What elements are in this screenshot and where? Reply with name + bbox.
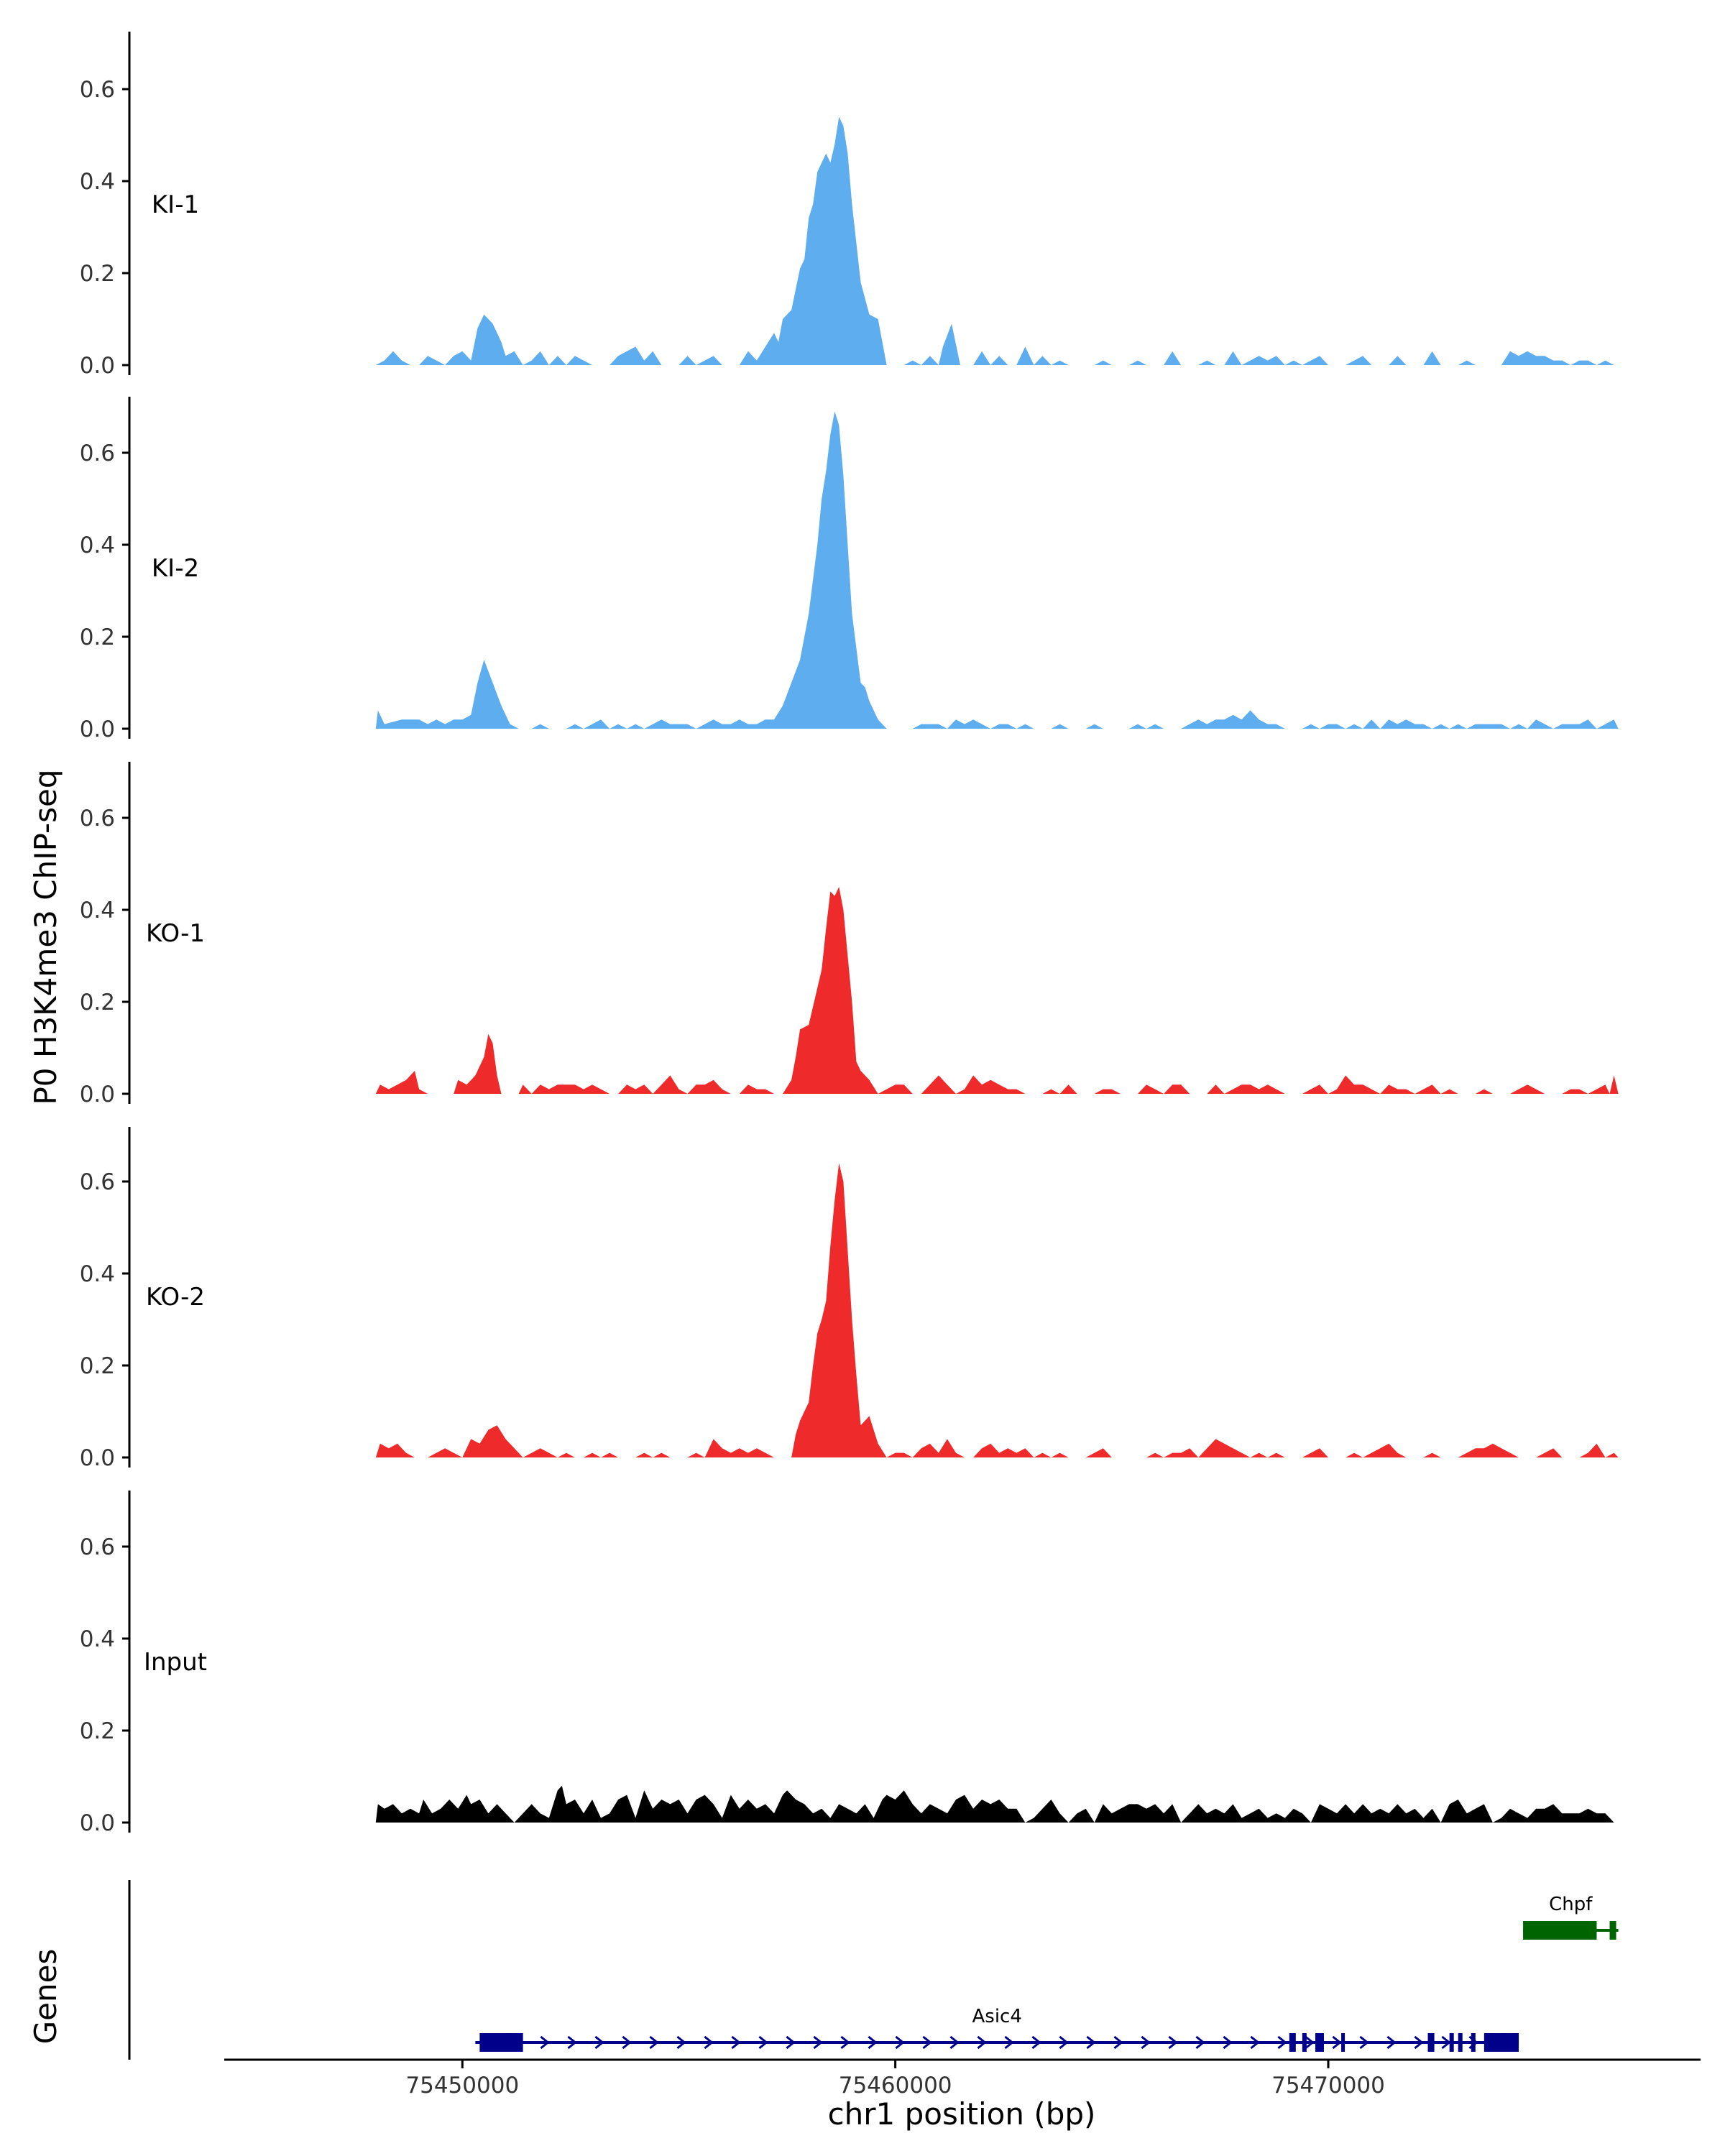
strand-chevron <box>1141 2035 1151 2050</box>
exon-block <box>1302 2033 1307 2052</box>
exon-block <box>1315 2033 1324 2052</box>
signal-area <box>375 1785 1619 1823</box>
strand-chevron <box>1031 2035 1041 2050</box>
x-axis-title: chr1 position (bp) <box>828 2096 1096 2132</box>
signal-area <box>375 116 1619 365</box>
strand-chevron <box>1223 2035 1233 2050</box>
strand-chevron <box>649 2035 659 2050</box>
strand-chevron <box>1168 2035 1178 2050</box>
signal-area <box>375 887 1619 1094</box>
y-tick-label: 0.2 <box>80 261 115 287</box>
strand-chevron <box>1414 2035 1424 2050</box>
gene-label: Asic4 <box>972 2006 1021 2027</box>
strand-chevron <box>1086 2035 1096 2050</box>
exon-block <box>479 2033 523 2052</box>
y-tick-label: 0.6 <box>80 77 115 103</box>
strand-chevron <box>1359 2035 1369 2050</box>
x-tick-label: 75470000 <box>1271 2073 1385 2099</box>
strand-chevron <box>1195 2035 1205 2050</box>
strand-chevron <box>922 2035 932 2050</box>
strand-chevron <box>1250 2035 1260 2050</box>
track-label: Input <box>144 1648 207 1677</box>
gene-asic4: Asic4 <box>475 2006 1519 2052</box>
strand-chevron <box>676 2035 686 2050</box>
strand-chevron <box>622 2035 632 2050</box>
strand-chevron <box>1059 2035 1069 2050</box>
y-tick-label: 0.4 <box>80 533 115 558</box>
exon-block <box>1427 2033 1435 2052</box>
x-tick-label: 75460000 <box>839 2073 952 2099</box>
gene-annotation-panel: 75450000 75460000 75470000 Chpf Asic4 <box>128 1880 1701 2099</box>
strand-chevron <box>977 2035 987 2050</box>
strand-chevron <box>813 2035 823 2050</box>
strand-chevron <box>1305 2035 1315 2050</box>
y-tick-label: 0.0 <box>80 717 115 742</box>
strand-chevron <box>840 2035 850 2050</box>
strand-chevron <box>868 2035 878 2050</box>
signal-area <box>375 1163 1619 1457</box>
exon-block <box>1458 2033 1463 2052</box>
y-tick-label: 0.4 <box>80 1261 115 1287</box>
strand-chevron <box>567 2035 577 2050</box>
genes-axis-title: Genes <box>28 1949 63 2045</box>
strand-chevron <box>1332 2035 1342 2050</box>
strand-chevron <box>758 2035 768 2050</box>
strand-chevron <box>1004 2035 1014 2050</box>
strand-chevron <box>1277 2035 1287 2050</box>
strand-chevron <box>704 2035 714 2050</box>
track-ki-1: 0.0 0.2 0.4 0.6 KI-1 <box>80 32 1619 379</box>
y-tick-label: 0.4 <box>80 1626 115 1652</box>
exon-block <box>1449 2033 1454 2052</box>
signal-area <box>375 411 1619 729</box>
y-tick-label: 0.4 <box>80 169 115 195</box>
y-tick-label: 0.6 <box>80 1534 115 1560</box>
strand-chevron <box>786 2035 796 2050</box>
track-ko-1: 0.0 0.2 0.4 0.6 KO-1 <box>80 762 1619 1107</box>
y-tick-label: 0.2 <box>80 1718 115 1744</box>
track-label: KI-2 <box>152 554 199 583</box>
chip-seq-tracks: 0.00.20.40.6KI-10.00.20.40.6KI-20.00.20.… <box>80 32 1619 1836</box>
y-tick-label: 0.6 <box>80 806 115 831</box>
exon-block <box>1341 2033 1346 2052</box>
y-tick-label: 0.2 <box>80 990 115 1015</box>
y-tick-label: 0.6 <box>80 441 115 466</box>
exon-block <box>1523 1921 1597 1940</box>
y-axis-title: P0 H3K4me3 ChIP-seq <box>28 769 63 1105</box>
track-ki-2: 0.0 0.2 0.4 0.6 KI-2 <box>80 397 1619 742</box>
exon-block <box>1484 2033 1519 2052</box>
y-tick-label: 0.0 <box>80 1082 115 1107</box>
strand-chevron <box>895 2035 905 2050</box>
exon-block <box>1609 1921 1616 1940</box>
strand-chevron <box>540 2035 550 2050</box>
track-label: KI-1 <box>152 190 199 219</box>
strand-chevron <box>1441 2035 1451 2050</box>
gene-chpf: Chpf <box>1523 1894 1619 1940</box>
exon-block <box>1471 2033 1476 2052</box>
strand-chevron <box>1386 2035 1397 2050</box>
y-tick-label: 0.0 <box>80 1445 115 1471</box>
track-label: KO-1 <box>146 919 205 948</box>
exon-block <box>1289 2033 1296 2052</box>
strand-chevron <box>1113 2035 1123 2050</box>
y-tick-label: 0.0 <box>80 1810 115 1836</box>
gene-label: Chpf <box>1549 1894 1593 1915</box>
y-tick-label: 0.6 <box>80 1169 115 1195</box>
strand-chevron <box>594 2035 604 2050</box>
strand-chevron <box>949 2035 960 2050</box>
track-ko-2: 0.0 0.2 0.4 0.6 KO-2 <box>80 1127 1619 1471</box>
y-tick-label: 0.0 <box>80 353 115 379</box>
y-tick-label: 0.4 <box>80 898 115 923</box>
track-input: 0.0 0.2 0.4 0.6 Input <box>80 1491 1619 1836</box>
x-tick-label: 75450000 <box>405 2073 519 2099</box>
track-label: KO-2 <box>146 1283 205 1312</box>
strand-chevron <box>731 2035 741 2050</box>
y-tick-label: 0.2 <box>80 1353 115 1379</box>
y-tick-label: 0.2 <box>80 625 115 650</box>
